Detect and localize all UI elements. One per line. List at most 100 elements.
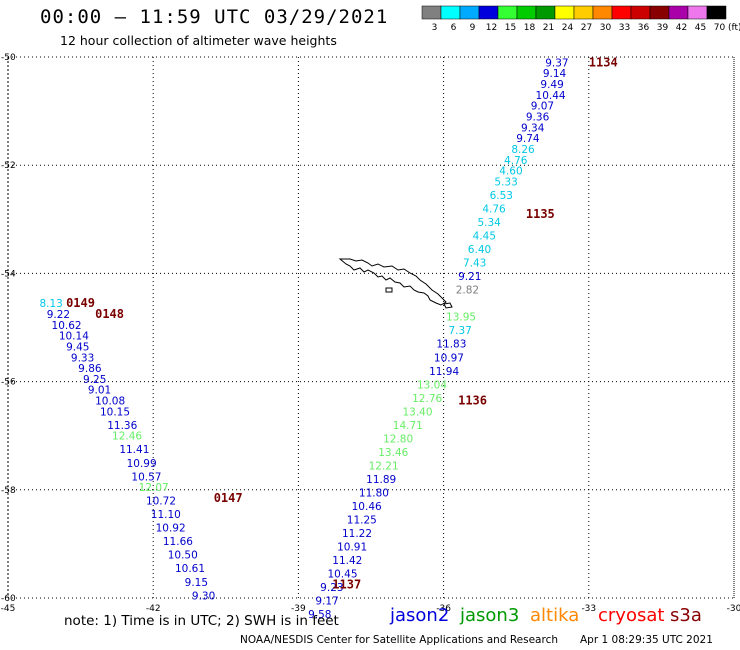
wave-height-value: 11.10 (151, 509, 181, 521)
wave-height-value: 4.45 (473, 231, 496, 243)
legend-label: 6 (451, 23, 457, 33)
lat-tick-label: -54 (1, 269, 16, 279)
legend-label: 33 (619, 23, 630, 33)
south-georgia-coastline (338, 258, 453, 309)
footnote: note: 1) Time is in UTC; 2) SWH is in fe… (64, 613, 339, 629)
wave-height-value: 13.40 (402, 406, 432, 418)
legend-label: 3 (432, 23, 438, 33)
legend-swatch (535, 5, 556, 20)
wave-height-value: 10.61 (175, 563, 205, 575)
map-grid: -45 -42 -39 -36 -33 -30 -50 -52 -54 -56 -58 -60 (1, 53, 740, 614)
wave-height-value: 11.83 (436, 339, 466, 351)
legend-label: 42 (676, 23, 687, 33)
lat-tick-label: -52 (1, 161, 16, 171)
wave-height-value: 9.74 (516, 133, 540, 145)
track-number-label: 1137 (332, 577, 361, 591)
satellite-name-cryosat: cryosat (598, 605, 665, 626)
wave-height-value: 11.80 (359, 488, 389, 500)
legend-swatch (630, 5, 651, 20)
legend-swatch (687, 5, 708, 20)
wave-height-value: 12.80 (383, 433, 413, 445)
legend-label: 45 (695, 23, 706, 33)
islet-a (385, 287, 393, 293)
legend-label: 15 (505, 23, 516, 33)
legend-label: 39 (657, 23, 669, 33)
wave-height-value: 11.22 (342, 528, 372, 540)
wave-height-value: 9.34 (521, 122, 545, 134)
wave-height-value: 7.43 (463, 258, 486, 270)
legend-swatch (706, 5, 727, 20)
wave-height-value: 9.86 (78, 363, 102, 375)
wave-height-value: 9.25 (83, 374, 106, 386)
wave-height-value: 10.92 (156, 523, 186, 535)
wave-height-value: 9.15 (185, 577, 208, 589)
wave-height-value: 10.08 (95, 396, 125, 408)
wave-height-value: 5.34 (477, 217, 501, 229)
wave-height-value: 9.22 (47, 309, 70, 321)
wave-height-value: 8.13 (39, 298, 62, 310)
wave-height-value: 11.42 (332, 555, 362, 567)
wave-height-value: 12.21 (369, 460, 399, 472)
wave-height-value: 12.07 (139, 482, 169, 494)
legend-swatch (611, 5, 632, 20)
legend-swatch (478, 5, 499, 20)
wave-height-labels: 9.379.149.4910.449.079.369.349.748.264.7… (39, 57, 568, 621)
legend-swatch (421, 5, 442, 20)
wave-height-value: 12.46 (112, 431, 142, 443)
wave-height-value: 11.36 (107, 420, 137, 432)
wave-height-value: 10.14 (59, 331, 89, 343)
legend-label: 18 (524, 23, 536, 33)
wave-height-value: 9.30 (192, 590, 215, 602)
wave-height-value: 10.97 (434, 352, 464, 364)
legend-swatch (497, 5, 518, 20)
legend-unit: (ft) (728, 23, 740, 33)
wave-height-value: 4.60 (499, 166, 522, 178)
legend-label: 30 (600, 23, 612, 33)
wave-height-value: 6.40 (468, 244, 491, 256)
legend-label: 36 (638, 23, 650, 33)
wave-height-value: 9.21 (458, 271, 481, 283)
wave-height-value: 11.89 (366, 474, 396, 486)
satellite-name-jason2: jason2 (390, 605, 450, 626)
wave-height-value: 10.99 (127, 458, 157, 470)
wave-height-value: 9.49 (540, 79, 563, 91)
track-number-label: 0149 (66, 296, 95, 310)
wave-height-value: 10.15 (100, 406, 130, 418)
wave-height-value: 9.01 (88, 385, 111, 397)
wave-height-value: 2.82 (456, 285, 479, 297)
lon-tick-label: -39 (291, 604, 306, 614)
wave-height-value: 10.62 (52, 320, 82, 332)
map-frame (7, 56, 735, 599)
wave-height-value: 10.46 (352, 501, 382, 513)
wave-height-value: 14.71 (393, 420, 423, 432)
wave-height-value: 9.14 (543, 68, 567, 80)
track-number-label: 1135 (526, 207, 555, 221)
track-number-label: 0148 (95, 307, 124, 321)
lon-tick-label: -30 (727, 604, 740, 614)
satellite-name-s3a: s3a (670, 605, 702, 626)
footer-credit: NOAA/NESDIS Center for Satellite Applica… (240, 634, 558, 646)
lon-tick-label: -36 (436, 604, 451, 614)
wave-height-value: 11.94 (429, 366, 459, 378)
legend-swatch (592, 5, 613, 20)
wave-height-value: 9.37 (545, 57, 568, 69)
track-number-label: 1134 (589, 55, 618, 69)
legend-swatch (668, 5, 689, 20)
lon-tick-label: -42 (146, 604, 161, 614)
wave-height-value: 10.57 (131, 471, 161, 483)
lat-tick-label: -58 (1, 486, 16, 496)
wave-height-value: 11.41 (119, 444, 149, 456)
wave-height-value: 9.33 (71, 352, 94, 364)
footer-timestamp: Apr 1 08:29:35 UTC 2021 (580, 634, 713, 646)
wave-height-value: 10.44 (536, 90, 566, 102)
wave-height-value: 13.95 (446, 312, 476, 324)
legend-label: 70 (714, 23, 726, 33)
wave-height-value: 8.26 (511, 144, 535, 156)
page-subtitle: 12 hour collection of altimeter wave hei… (60, 33, 337, 48)
islet-b (443, 302, 453, 309)
wave-height-value: 10.45 (327, 569, 357, 581)
wave-height-value: 9.45 (66, 341, 89, 353)
